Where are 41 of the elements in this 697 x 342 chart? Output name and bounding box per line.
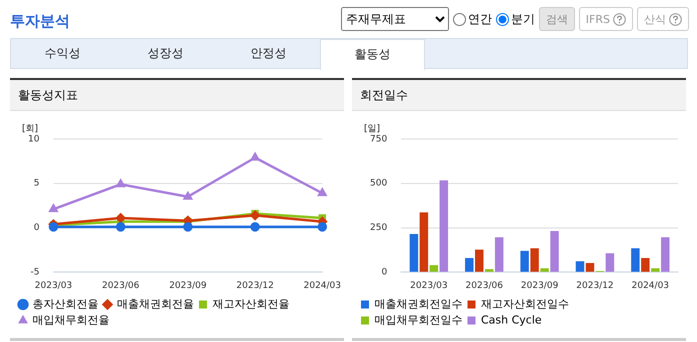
legend-label: 재고자산회전일수 — [481, 297, 569, 310]
y-tick-label: 0 — [34, 223, 40, 234]
text: 주재무제표 — [340, 7, 449, 31]
legend-label: 매출채권회전일수 — [374, 297, 462, 310]
text: 분기 — [510, 10, 535, 28]
y-tick-label: 10 — [28, 134, 40, 144]
y-tick-label: -5 — [30, 268, 40, 278]
x-tick-label: 2023/03 — [410, 280, 448, 291]
x-tick-label: 2024/03 — [304, 280, 341, 291]
legend-label: Cash Cycle — [481, 313, 542, 326]
x-tick-label: 2023/09 — [520, 280, 559, 291]
y-axis-title: [일] — [364, 124, 380, 134]
chart-title: 회전일수 — [352, 80, 686, 111]
legend-label: 매출채권회전율 — [117, 297, 194, 310]
text: IFRS — [586, 12, 610, 26]
legend-label: 총자산회전율 — [32, 297, 98, 310]
chart-title: 활동성지표 — [10, 80, 344, 111]
text: 안정성 — [250, 45, 288, 62]
legend-label: 재고자산회전율 — [212, 297, 290, 310]
text: 연간 — [466, 10, 492, 28]
legend-label: 매입채무회전율 — [32, 313, 110, 326]
text: 수익성 — [44, 45, 82, 62]
x-tick-label: 2023/03 — [34, 280, 72, 291]
y-tick-label: 5 — [34, 178, 40, 189]
text: 투자분석 — [10, 12, 70, 31]
legend-label: 매입채무회전일수 — [374, 313, 462, 326]
x-tick-label: 2023/12 — [576, 280, 614, 291]
x-tick-label: 2024/03 — [632, 280, 670, 291]
y-axis-title: [회] — [22, 124, 38, 134]
y-tick-label: 750 — [370, 134, 388, 144]
y-tick-label: 0 — [381, 268, 388, 278]
y-tick-label: 250 — [370, 223, 388, 234]
x-tick-label: 2023/12 — [236, 280, 274, 291]
y-tick-label: 500 — [370, 178, 388, 189]
x-tick-label: 2023/09 — [169, 280, 207, 291]
text: 산식 — [644, 12, 666, 26]
text: 활동성 — [320, 39, 425, 70]
text: 성장성 — [146, 45, 184, 62]
text: 검색 — [546, 12, 568, 26]
x-tick-label: 2023/06 — [102, 280, 140, 291]
x-tick-label: 2023/06 — [466, 280, 504, 291]
